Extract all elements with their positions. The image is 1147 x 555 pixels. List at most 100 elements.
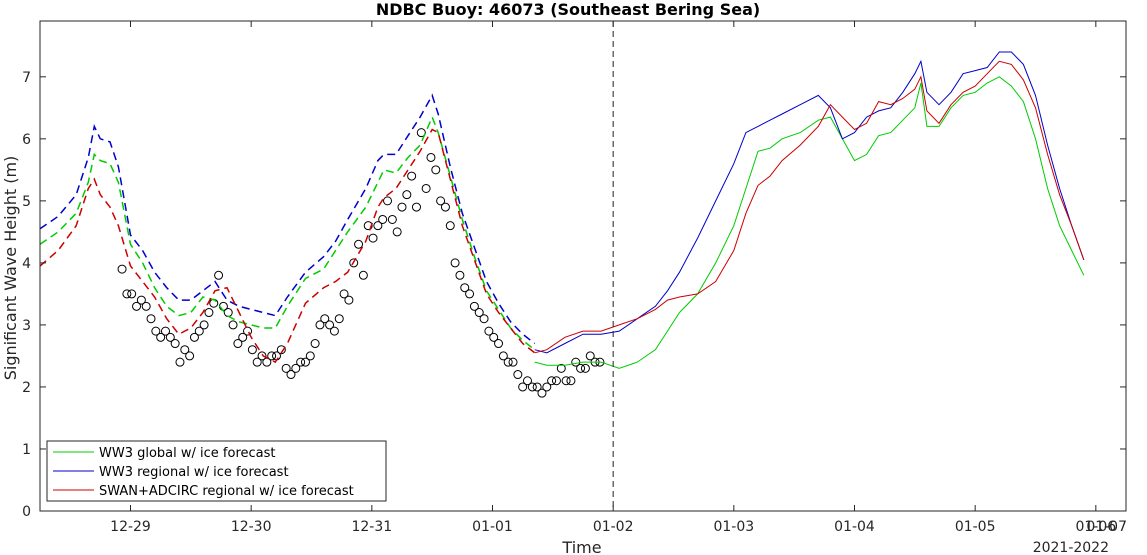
observation-point (411, 202, 421, 212)
observation-point (160, 326, 170, 336)
observation-point (296, 357, 306, 367)
observation-point (431, 165, 441, 175)
observation-point (383, 196, 393, 206)
observation-point (238, 332, 248, 342)
observation-point (170, 339, 180, 349)
observation-point (315, 320, 325, 330)
observation-point (189, 332, 199, 342)
series-hindcast-line (39, 128, 536, 364)
observation-point (494, 339, 504, 349)
observation-point (416, 128, 426, 138)
observation-point (445, 221, 455, 231)
series-forecast-line (534, 51, 1085, 354)
observation-point (310, 339, 320, 349)
plot-background (40, 21, 1126, 511)
observation-point (508, 357, 518, 367)
observation-point (247, 345, 257, 355)
y-tick-label: 7 (22, 70, 31, 86)
observation-point (194, 326, 204, 336)
x-tick-label: 01-01 (472, 519, 513, 535)
observation-point (334, 314, 344, 324)
observation-point (532, 382, 542, 392)
y-tick-label: 6 (22, 132, 31, 148)
observation-point (489, 332, 499, 342)
year-label: 2021-2022 (1033, 540, 1109, 555)
observation-point (358, 270, 368, 280)
x-tick-label: 01-03 (713, 519, 754, 535)
observation-point (165, 332, 175, 342)
legend-box (46, 440, 387, 502)
observation-point (252, 357, 262, 367)
observation-point (580, 363, 590, 373)
observation-point (320, 314, 330, 324)
x-tick-label: 12-31 (351, 519, 392, 535)
observation-point (527, 382, 537, 392)
observation-point (469, 301, 479, 311)
observation-point (132, 301, 142, 311)
observation-point (566, 376, 576, 386)
observation-point (146, 314, 156, 324)
observation-point (185, 351, 195, 361)
observation-point (440, 202, 450, 212)
observation-point (518, 382, 528, 392)
x-tick-label: 01-06 (1075, 519, 1116, 535)
observation-point (561, 376, 571, 386)
y-tick-label: 4 (22, 256, 31, 272)
observation-point (300, 357, 310, 367)
x-tick-label: 12-29 (110, 519, 151, 535)
observation-point (204, 308, 214, 318)
observation-point (378, 214, 388, 224)
chart-title: NDBC Buoy: 46073 (Southeast Bering Sea) (376, 0, 760, 19)
observation-point (426, 152, 436, 162)
observation-point (305, 351, 315, 361)
observation-point (136, 295, 146, 305)
observation-point (522, 376, 532, 386)
observation-point (286, 370, 296, 380)
observation-point (373, 221, 383, 231)
observation-markers (117, 128, 605, 398)
series-forecast-line (534, 60, 1085, 354)
observation-point (547, 376, 557, 386)
observation-point (571, 357, 581, 367)
observation-point (436, 196, 446, 206)
observation-point (585, 351, 595, 361)
observation-point (551, 376, 561, 386)
observation-point (363, 221, 373, 231)
observation-point (397, 202, 407, 212)
observation-point (339, 289, 349, 299)
observation-point (474, 308, 484, 318)
observation-point (281, 363, 291, 373)
x-tick-label: 01-04 (834, 519, 875, 535)
observation-point (465, 289, 475, 299)
observation-point (392, 227, 402, 237)
observation-point (141, 301, 151, 311)
y-tick-label: 1 (22, 442, 31, 458)
observation-point (542, 382, 552, 392)
observation-point (460, 283, 470, 293)
legend-label: SWAN+ADCIRC regional w/ ice forecast (99, 484, 354, 499)
observation-point (233, 339, 243, 349)
observation-point (407, 171, 417, 181)
observation-point (199, 320, 209, 330)
observation-point (513, 370, 523, 380)
observation-point (180, 345, 190, 355)
y-tick-label: 0 (22, 504, 31, 520)
series-hindcast-line (39, 93, 536, 345)
y-tick-label: 2 (22, 380, 31, 396)
legend: WW3 global w/ ice forecast WW3 regional w… (46, 440, 387, 502)
observation-point (117, 264, 127, 274)
observation-point (576, 363, 586, 373)
observation-point (325, 320, 335, 330)
observation-point (344, 295, 354, 305)
observation-point (498, 351, 508, 361)
observation-point (243, 326, 253, 336)
y-axis-label: Significant Wave Height (m) (1, 156, 20, 381)
x-tick-label: 12-30 (231, 519, 272, 535)
observation-point (354, 239, 364, 249)
observation-point (450, 258, 460, 268)
observation-point (479, 314, 489, 324)
legend-label: WW3 regional w/ ice forecast (99, 465, 289, 480)
observation-point (455, 270, 465, 280)
observation-point (556, 363, 566, 373)
